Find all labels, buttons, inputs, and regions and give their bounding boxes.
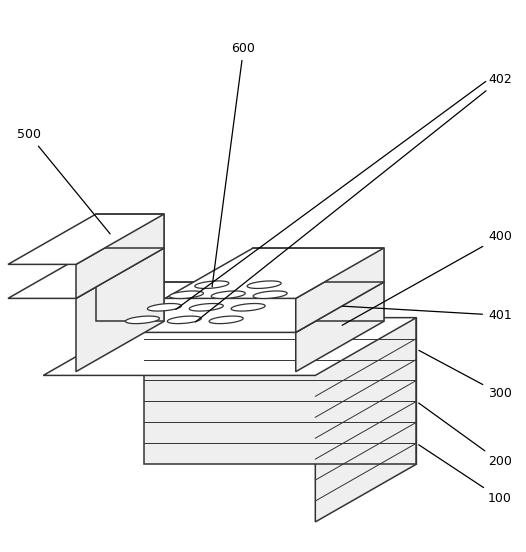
Text: 200: 200	[419, 403, 512, 468]
Polygon shape	[125, 316, 159, 323]
Polygon shape	[231, 304, 265, 311]
Polygon shape	[76, 248, 164, 371]
Polygon shape	[211, 291, 245, 299]
Text: 401: 401	[342, 306, 512, 322]
Polygon shape	[165, 248, 383, 299]
Polygon shape	[296, 248, 383, 332]
Polygon shape	[147, 304, 181, 311]
Polygon shape	[195, 281, 229, 289]
Polygon shape	[8, 248, 164, 299]
Text: 600: 600	[212, 42, 256, 287]
Polygon shape	[167, 316, 201, 323]
Polygon shape	[315, 317, 417, 522]
Polygon shape	[296, 282, 383, 371]
Polygon shape	[8, 214, 164, 264]
Text: 100: 100	[419, 445, 512, 505]
Polygon shape	[253, 248, 383, 282]
Polygon shape	[144, 317, 417, 464]
Text: 400: 400	[342, 230, 512, 325]
Polygon shape	[253, 291, 287, 299]
Polygon shape	[247, 281, 281, 289]
Text: 402: 402	[196, 73, 512, 322]
Polygon shape	[76, 214, 164, 299]
Polygon shape	[43, 317, 417, 375]
Polygon shape	[209, 316, 243, 323]
Polygon shape	[76, 282, 383, 332]
Text: 500: 500	[17, 128, 110, 234]
Polygon shape	[189, 304, 224, 311]
Text: 300: 300	[419, 351, 512, 400]
Polygon shape	[169, 291, 204, 299]
Polygon shape	[164, 282, 383, 321]
Polygon shape	[96, 214, 164, 248]
Polygon shape	[96, 248, 164, 321]
